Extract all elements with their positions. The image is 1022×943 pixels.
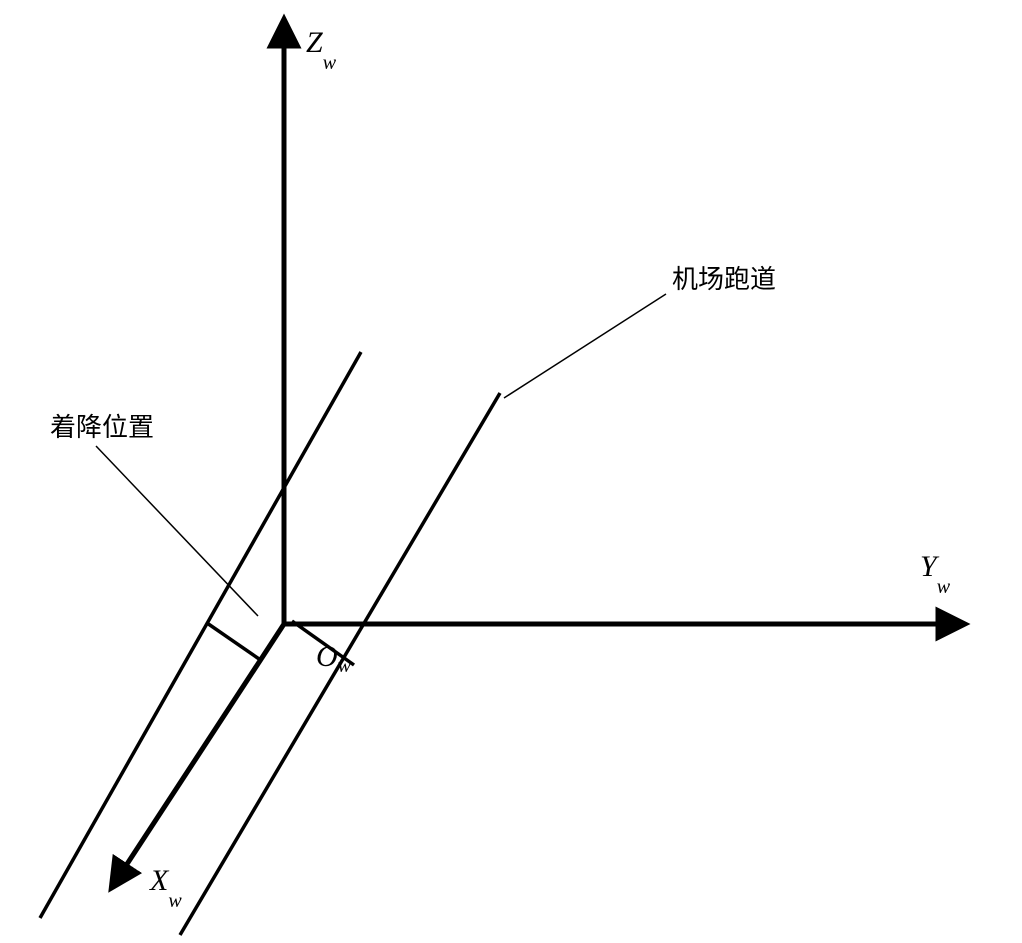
coordinate-diagram: Zw Yw Xw Ow 机场跑道 着降位置: [0, 0, 1022, 943]
z-axis-label: Zw: [306, 26, 337, 74]
landing-leader-line: [96, 446, 258, 616]
runway-label: 机场跑道: [672, 265, 776, 294]
landing-label: 着降位置: [50, 413, 154, 442]
x-axis-label: Xw: [149, 864, 182, 912]
x-axis: [114, 624, 284, 884]
landing-tick-left: [207, 623, 262, 661]
y-axis-label: Yw: [920, 550, 951, 598]
origin-label: Ow: [316, 640, 352, 677]
runway-leader-line: [504, 294, 666, 398]
